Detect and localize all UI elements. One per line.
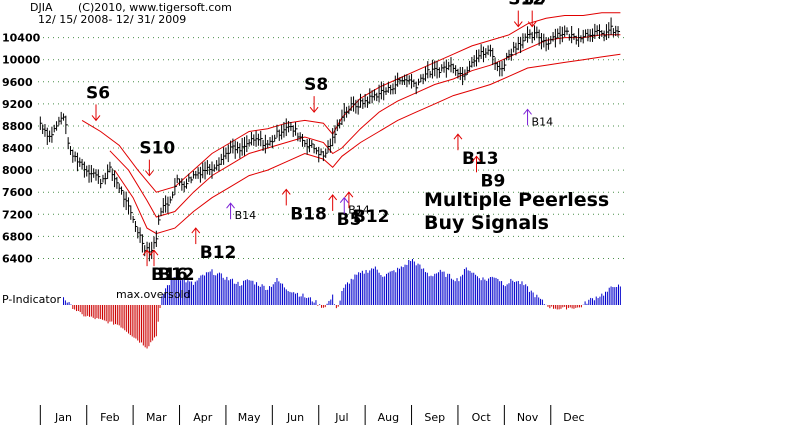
buy-arrow-head [339, 196, 349, 204]
signal-layer: S6S10B16B12B12B14S8B18B5B12B14B13B9B14S1… [86, 0, 553, 285]
month-axis: Jan Feb Mar Apr May Jun Jul Aug Sep Oct Nov Dec [39, 405, 585, 425]
buy-arrow-head [149, 249, 159, 256]
month-label: May [238, 411, 261, 424]
signal-label: B12 [353, 207, 390, 227]
signal-label: B18 [290, 204, 327, 224]
month-label: Dec [563, 411, 584, 424]
signal-label: B12 [200, 243, 237, 263]
month-label: Jan [54, 411, 72, 424]
indicator-label: P-Indicator [2, 293, 61, 306]
month-label: Nov [517, 411, 539, 424]
buy-arrow-head [523, 108, 532, 115]
signal-label: B14 [348, 204, 370, 217]
signal-label: B14 [235, 209, 257, 222]
indicator-layer [63, 258, 621, 349]
lower_band-line [114, 53, 621, 235]
note-line-2: Buy Signals [424, 212, 549, 234]
month-label: Feb [100, 411, 119, 424]
signal-label: B13 [462, 149, 499, 169]
month-label: Jun [286, 411, 304, 424]
signal-label: S9 [522, 0, 546, 10]
month-label: Apr [193, 411, 213, 424]
y-tick-label: 8400 [2, 142, 33, 155]
y-tick-label: 8000 [2, 164, 33, 177]
signal-label: B9 [481, 171, 506, 191]
buy-arrow-head [328, 194, 338, 201]
signal-label: S10 [139, 139, 175, 159]
y-tick-label: 10400 [2, 32, 41, 45]
sell-arrow-head [309, 106, 319, 113]
signal-label: B5 [337, 210, 362, 230]
signal-label: S12 [508, 0, 544, 10]
date-range-label: 12/ 15/ 2008- 12/ 31/ 2009 [38, 13, 186, 26]
buy-arrow-head [344, 191, 354, 198]
month-label: Oct [472, 411, 492, 424]
signal-label: B16 [151, 265, 188, 285]
month-label: Mar [146, 411, 167, 424]
signal-label: S6 [86, 83, 110, 103]
buy-arrow-head [453, 133, 463, 140]
y-tick-label: 7200 [2, 208, 33, 221]
buy-arrow-head [191, 227, 201, 234]
month-label: Jul [334, 411, 348, 424]
sell-arrow-head [91, 115, 101, 122]
copyright-label: (C)2010, www.tigersoft.com [78, 1, 232, 14]
y-tick-label: 9600 [2, 76, 33, 89]
y-axis-ticks: 6400 6800 7200 7600 8000 8400 8800 9200 9600 1000… [2, 32, 41, 266]
y-tick-label: 9200 [2, 98, 33, 111]
note-line-1: Multiple Peerless [424, 189, 609, 211]
price-layer [39, 17, 621, 262]
buy-arrow-head [226, 202, 235, 209]
sell-arrow-head [513, 21, 523, 28]
sell-arrow-head [527, 21, 537, 28]
y-tick-label: 6400 [2, 252, 33, 265]
y-tick-label: 10000 [2, 54, 41, 67]
sell-arrow-head [144, 170, 154, 177]
y-tick-label: 6800 [2, 230, 33, 243]
signal-label: B14 [532, 115, 554, 128]
signal-label: S8 [304, 75, 328, 95]
buy-arrow-head [142, 249, 152, 256]
buy-arrow-head [472, 155, 481, 162]
indicator-annotation: max.oversold [116, 288, 191, 301]
symbol-label: DJIA [30, 1, 53, 14]
y-tick-label: 7600 [2, 186, 33, 199]
middle_band-line [109, 34, 621, 218]
month-label: Aug [378, 411, 399, 424]
signal-label: B12 [158, 265, 195, 285]
month-label: Sep [424, 411, 445, 424]
buy-arrow-head [281, 188, 291, 195]
y-tick-label: 8800 [2, 120, 33, 133]
